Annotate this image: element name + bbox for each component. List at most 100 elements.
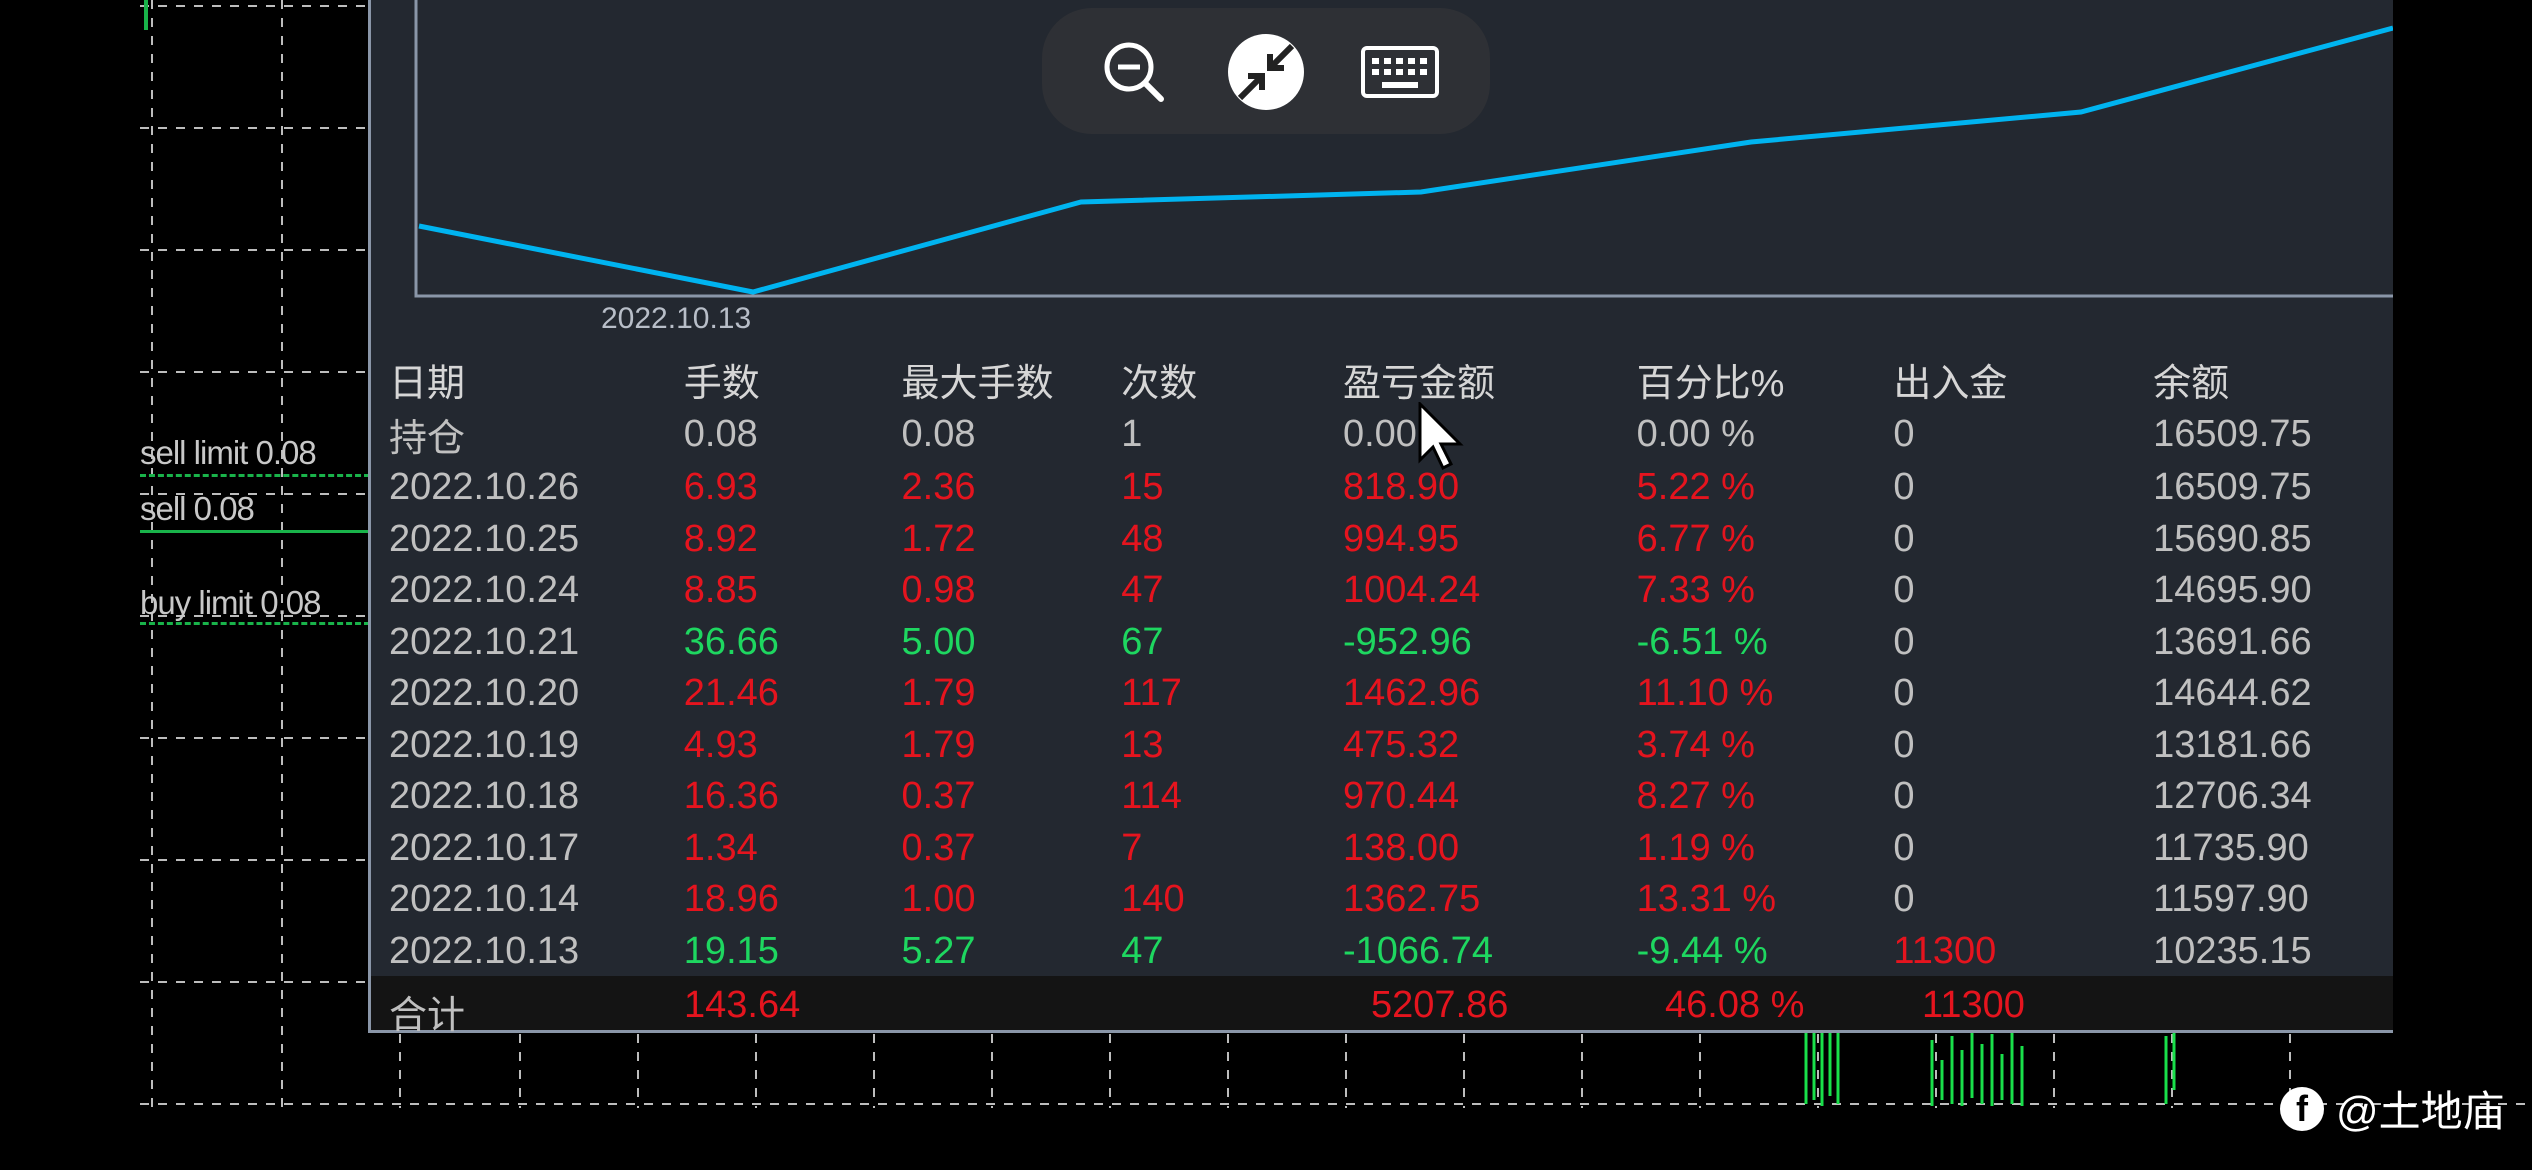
cell-pnl: -1066.74	[1342, 929, 1493, 972]
order-line-sell[interactable]	[140, 530, 370, 533]
cell-count: 13	[1121, 723, 1164, 766]
total-pnl: 5207.86	[1371, 984, 1509, 1026]
cell-lots: 19.15	[683, 929, 779, 972]
order-line-sell-limit[interactable]	[140, 474, 370, 477]
zoom-out-icon	[1104, 42, 1164, 102]
cell-lots: 36.66	[683, 620, 779, 663]
cell-percent: 7.33 %	[1636, 569, 1755, 612]
cell-max-lots: 0.08	[901, 413, 976, 455]
cell-deposit: 0	[1893, 775, 1915, 818]
cell-balance: 13181.66	[2153, 723, 2312, 766]
header-percent[interactable]: 百分比%	[1636, 363, 1785, 405]
header-deposit[interactable]: 出入金	[1893, 363, 2008, 405]
header-count[interactable]: 次数	[1121, 363, 1198, 405]
cell-date: 2022.10.13	[389, 929, 580, 972]
keyboard-button[interactable]	[1360, 32, 1440, 112]
cell-date: 2022.10.14	[389, 878, 580, 921]
cell-count: 117	[1121, 672, 1182, 715]
cell-count: 47	[1121, 929, 1164, 972]
order-label-sell[interactable]: sell 0.08	[140, 490, 255, 527]
cell-date: 2022.10.24	[389, 569, 580, 612]
zoom-out-button[interactable]	[1094, 32, 1174, 112]
table-row[interactable]: 2022.10.17 1.34 0.37 7 138.00 1.19 % 0 11735.90	[389, 823, 2393, 875]
statistics-panel: 2022.10.13 日期 手数 最大手数 次数 盈亏金额 百分比% 出入金 余…	[368, 0, 2393, 1037]
header-balance[interactable]: 余额	[2153, 363, 2230, 405]
cell-deposit: 0	[1893, 466, 1915, 509]
table-row[interactable]: 2022.10.24 8.85 0.98 47 1004.24 7.33 % 0 14695.…	[389, 565, 2393, 617]
cell-pnl: 1462.96	[1342, 672, 1481, 715]
table-row[interactable]: 2022.10.20 21.46 1.79 117 1462.96 11.10 % 0 146…	[389, 668, 2393, 720]
table-row[interactable]: 2022.10.26 6.93 2.36 15 818.90 5.22 % 0 16509.7…	[389, 462, 2393, 514]
cell-max-lots: 5.00	[901, 620, 976, 663]
cell-lots: 18.96	[683, 878, 779, 921]
cell-balance: 11735.90	[2153, 826, 2309, 869]
cell-count: 7	[1121, 826, 1143, 869]
header-max-lots[interactable]: 最大手数	[901, 363, 1054, 405]
cell-count: 114	[1121, 775, 1182, 818]
cell-pnl: -952.96	[1342, 620, 1472, 663]
cell-percent: 1.19 %	[1636, 826, 1755, 869]
cell-pnl: 0.00	[1342, 413, 1417, 455]
cell-max-lots: 1.00	[901, 878, 976, 921]
table-row[interactable]: 2022.10.14 18.96 1.00 140 1362.75 13.31 % 0 115…	[389, 874, 2393, 926]
order-label-buy-limit[interactable]: buy limit 0.08	[140, 584, 321, 621]
cell-pnl: 1004.24	[1342, 569, 1481, 612]
cell-max-lots: 0.37	[901, 775, 976, 818]
cell-deposit: 0	[1893, 826, 1915, 869]
total-deposit: 11300	[1922, 984, 2025, 1026]
table-row[interactable]: 2022.10.21 36.66 5.00 67 -952.96 -6.51 % 0 1369…	[389, 617, 2393, 669]
cell-deposit: 0	[1893, 517, 1915, 560]
remote-toolbar	[1042, 8, 1490, 134]
total-percent: 46.08 %	[1665, 984, 1805, 1026]
keyboard-icon	[1361, 46, 1439, 98]
cell-deposit: 0	[1893, 878, 1915, 921]
equity-line	[418, 25, 2393, 295]
order-label-sell-limit[interactable]: sell limit 0.08	[140, 434, 317, 471]
cell-percent: 11.10 %	[1636, 672, 1774, 715]
cell-deposit: 0	[1893, 672, 1915, 715]
cell-balance: 11597.90	[2153, 878, 2309, 921]
mouse-cursor-icon	[1418, 402, 1464, 471]
cell-date: 2022.10.21	[389, 620, 580, 663]
cell-deposit: 0	[1893, 723, 1915, 766]
cell-lots: 16.36	[683, 775, 779, 818]
cell-date: 2022.10.25	[389, 517, 580, 560]
table-row[interactable]: 2022.10.25 8.92 1.72 48 994.95 6.77 % 0 15690.8…	[389, 514, 2393, 566]
disconnect-icon	[1228, 34, 1304, 110]
header-date[interactable]: 日期	[389, 363, 466, 405]
cell-percent: 0.00 %	[1636, 413, 1755, 455]
cell-date: 持仓	[389, 418, 466, 460]
header-pnl[interactable]: 盈亏金额	[1342, 363, 1495, 405]
cell-max-lots: 2.36	[901, 466, 976, 509]
cell-date: 2022.10.26	[389, 466, 580, 509]
cell-pnl: 138.00	[1342, 826, 1460, 869]
cell-count: 47	[1121, 569, 1164, 612]
cell-balance: 16509.75	[2153, 466, 2312, 509]
table-row[interactable]: 2022.10.19 4.93 1.79 13 475.32 3.74 % 0 13181.6…	[389, 720, 2393, 772]
order-line-buy-limit[interactable]	[140, 622, 370, 625]
cell-balance: 12706.34	[2153, 775, 2312, 818]
table-header-row: 日期 手数 最大手数 次数 盈亏金额 百分比% 出入金 余额	[389, 352, 2393, 407]
total-label: 合计	[389, 995, 466, 1037]
cell-percent: -6.51 %	[1636, 620, 1768, 663]
table-row[interactable]: 持仓 0.08 0.08 1 0.00 0.00 % 0 16509.75	[389, 407, 2393, 462]
equity-chart-frame	[414, 0, 2393, 298]
cell-count: 48	[1121, 517, 1164, 560]
cell-balance: 15690.85	[2153, 517, 2312, 560]
cell-balance: 16509.75	[2153, 413, 2312, 455]
cell-pnl: 475.32	[1342, 723, 1460, 766]
cell-lots: 8.92	[683, 517, 758, 560]
table-row[interactable]: 2022.10.18 16.36 0.37 114 970.44 8.27 % 0 12706…	[389, 771, 2393, 823]
cell-date: 2022.10.18	[389, 775, 580, 818]
total-row: 合计 143.64 5207.86 46.08 % 11300	[371, 976, 2393, 1037]
table-row[interactable]: 2022.10.13 19.15 5.27 47 -1066.74 -9.44 % 1130…	[389, 926, 2393, 978]
equity-chart	[414, 0, 2393, 298]
chart-date-label: 2022.10.13	[601, 302, 752, 335]
cell-percent: 13.31 %	[1636, 878, 1777, 921]
total-lots: 143.64	[684, 984, 801, 1026]
cell-deposit: 0	[1893, 413, 1915, 455]
disconnect-button[interactable]	[1226, 32, 1306, 112]
header-lots[interactable]: 手数	[683, 363, 760, 405]
cell-date: 2022.10.20	[389, 672, 580, 715]
